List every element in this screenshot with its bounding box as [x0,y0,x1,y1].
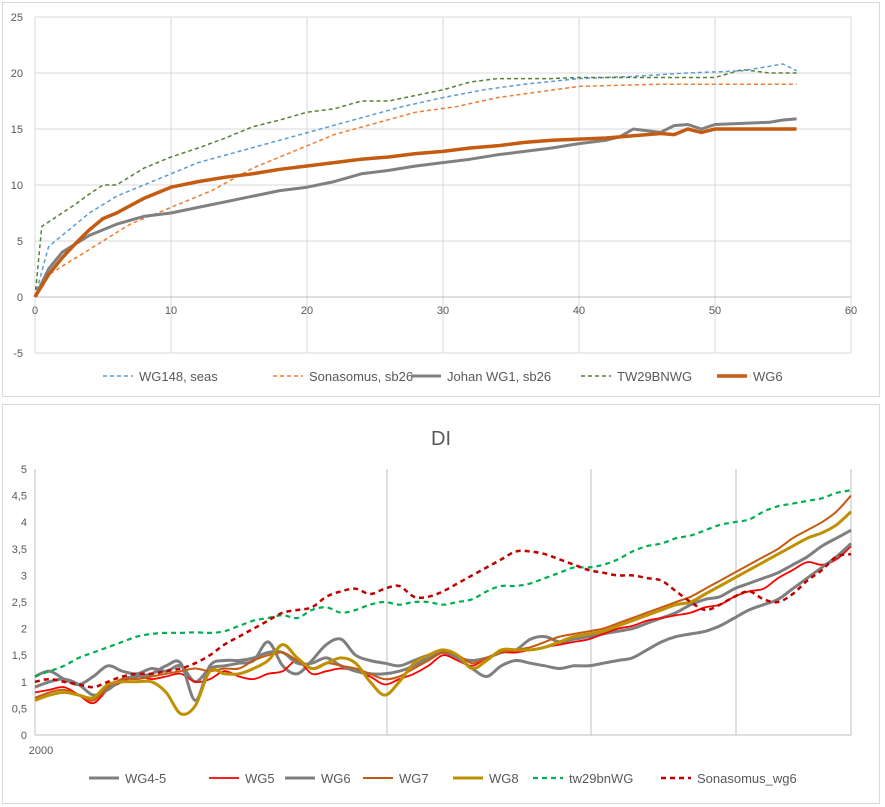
chart-2-panel: DI 0 0,5 1 1,5 2 2,5 3 3,5 4 4,5 5 2000 WG4-5 WG5 WG6 WG… [2,404,880,804]
legend-label-3: WG7 [399,771,429,786]
series-line-1 [34,545,852,705]
series-line-6 [34,549,852,689]
legend-label-1: Sonasomus, sb26 [309,369,413,384]
x-tick-label: 2000 [29,745,53,757]
y-tick-label: 1 [21,677,27,689]
legend-label-0: WG148, seas [139,369,218,384]
legend-label-4: WG8 [489,771,519,786]
chart-1-panel: -5 0 5 10 15 20 25 0 10 20 30 40 50 60 WG148, seas Sona… [2,2,880,397]
x-tick-label: 40 [573,305,585,317]
chart-2-svg: DI 0 0,5 1 1,5 2 2,5 3 3,5 4 4,5 5 2000 WG4-5 WG5 WG6 WG… [12,428,853,786]
y-tick-label: 3,5 [12,544,27,556]
x-tick-label: 10 [165,305,177,317]
x-tick-label: 0 [32,305,38,317]
y-tick-label: 5 [17,236,23,248]
legend-label-2: Johan WG1, sb26 [447,369,551,384]
legend-label-0: WG4-5 [125,771,166,786]
x-tick-label: 50 [709,305,721,317]
y-tick-label: 20 [11,68,23,80]
y-tick-label: 10 [11,180,23,192]
legend-label-3: TW29BNWG [617,369,692,384]
y-tick-label: 4,5 [12,491,27,503]
series-line-0 [34,528,852,687]
y-tick-label: 0,5 [12,703,27,715]
y-tick-label: 0 [17,292,23,304]
x-tick-label: 30 [437,305,449,317]
series-line-0 [34,63,797,298]
legend-label-4: WG6 [753,369,783,384]
series-line-3 [34,68,797,298]
chart-title: DI [431,428,451,450]
series-line-4 [34,510,853,716]
y-tick-label: 1,5 [12,650,27,662]
y-tick-label: 15 [11,124,23,136]
series-line-1 [34,83,797,298]
y-tick-label: 0 [21,730,27,742]
chart-1-svg: -5 0 5 10 15 20 25 0 10 20 30 40 50 60 WG148, seas Sona… [11,12,857,384]
series-line-4 [33,127,797,298]
series-line-2 [34,542,853,702]
y-tick-label: 2 [21,624,27,636]
legend-label-1: WG5 [245,771,275,786]
legend-label-2: WG6 [321,771,351,786]
y-tick-label: 25 [11,12,23,24]
y-tick-label: 5 [21,464,27,476]
legend-label-6: Sonasomus_wg6 [697,771,797,786]
legend-label-5: tw29bnWG [569,771,633,786]
y-tick-label: -5 [13,348,23,360]
y-tick-label: 4 [21,517,27,529]
y-tick-label: 3 [21,570,27,582]
series-line-3 [34,494,852,702]
x-tick-label: 60 [845,305,857,317]
series-line-2 [33,117,797,298]
y-tick-label: 2,5 [12,597,27,609]
series-line-5 [34,489,852,678]
x-tick-label: 20 [301,305,313,317]
